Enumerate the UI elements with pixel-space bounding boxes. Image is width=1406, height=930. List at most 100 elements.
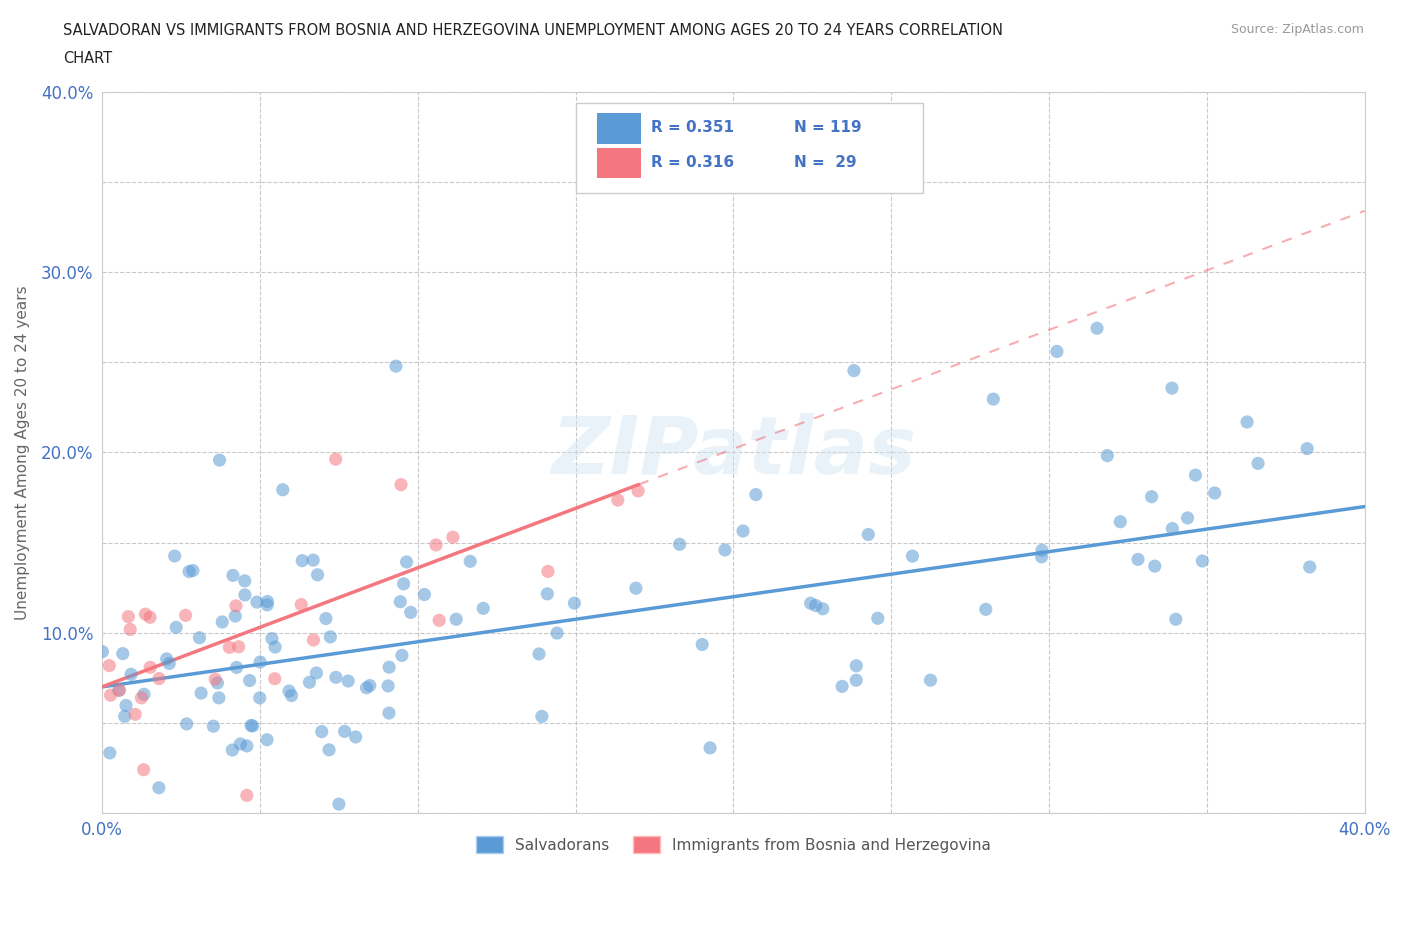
Point [98,746,121,761]
Point [804,598,827,613]
Point [530,709,553,724]
Point [546,626,568,641]
Point [333,724,356,738]
Point [115,698,138,713]
Point [222,568,245,583]
Point [845,658,868,673]
Point [377,679,399,694]
Point [1140,489,1163,504]
Point [378,706,401,721]
Point [236,738,259,753]
Point [148,671,170,686]
Point [271,483,294,498]
Point [307,567,329,582]
Point [389,594,412,609]
Point [1204,485,1226,500]
Point [624,581,647,596]
Point [1161,380,1184,395]
Point [389,477,412,492]
Text: R = 0.351: R = 0.351 [651,120,734,136]
Point [298,675,321,690]
Point [132,687,155,702]
Point [745,487,768,502]
Point [842,364,865,379]
Point [120,667,142,682]
FancyBboxPatch shape [575,102,922,193]
Point [1177,511,1199,525]
Point [264,640,287,655]
Point [208,690,231,705]
Point [315,611,337,626]
Point [263,671,285,686]
Point [427,613,450,628]
Point [392,577,415,591]
Point [1247,456,1270,471]
Point [564,596,586,611]
Point [278,684,301,698]
Point [100,687,122,702]
Point [157,656,180,671]
Point [204,671,226,686]
Point [800,596,823,611]
Point [98,658,121,673]
Point [221,742,243,757]
Point [699,740,721,755]
Point [302,552,325,567]
Point [811,602,834,617]
Point [391,648,413,663]
Point [139,610,162,625]
Y-axis label: Unemployment Among Ages 20 to 24 years: Unemployment Among Ages 20 to 24 years [15,286,30,619]
Point [858,527,880,542]
Point [120,622,142,637]
Point [536,587,558,602]
Point [311,724,333,739]
Point [176,716,198,731]
Point [831,679,853,694]
Point [1184,468,1206,483]
Point [714,542,737,557]
Point [239,673,262,688]
Point [318,742,340,757]
Point [1046,344,1069,359]
Text: N = 119: N = 119 [794,120,862,136]
Point [328,797,350,812]
Point [207,675,229,690]
Point [920,672,942,687]
Point [1143,559,1166,574]
Point [606,493,628,508]
Point [229,737,252,751]
Point [163,549,186,564]
Point [148,780,170,795]
Point [845,672,868,687]
Point [174,608,197,623]
Point [472,601,495,616]
FancyBboxPatch shape [598,148,641,179]
Text: N =  29: N = 29 [794,155,856,170]
Point [901,549,924,564]
Point [537,564,560,578]
Point [1126,551,1149,566]
Legend: Salvadorans, Immigrants from Bosnia and Herzegovina: Salvadorans, Immigrants from Bosnia and … [470,830,997,859]
Text: CHART: CHART [63,51,112,66]
Point [290,597,312,612]
Point [165,620,187,635]
Point [107,683,129,698]
Point [1031,543,1053,558]
Point [225,598,247,613]
Point [1109,514,1132,529]
Point [246,594,269,609]
Point [1164,612,1187,627]
Point [399,605,422,620]
Point [527,646,550,661]
Point [177,565,200,579]
Point [425,538,447,552]
Point [124,707,146,722]
Point [211,615,233,630]
Point [344,729,367,744]
Point [1236,415,1258,430]
Text: Source: ZipAtlas.com: Source: ZipAtlas.com [1230,23,1364,36]
Point [280,688,302,703]
Point [242,719,264,734]
Point [181,563,204,578]
Point [325,452,347,467]
